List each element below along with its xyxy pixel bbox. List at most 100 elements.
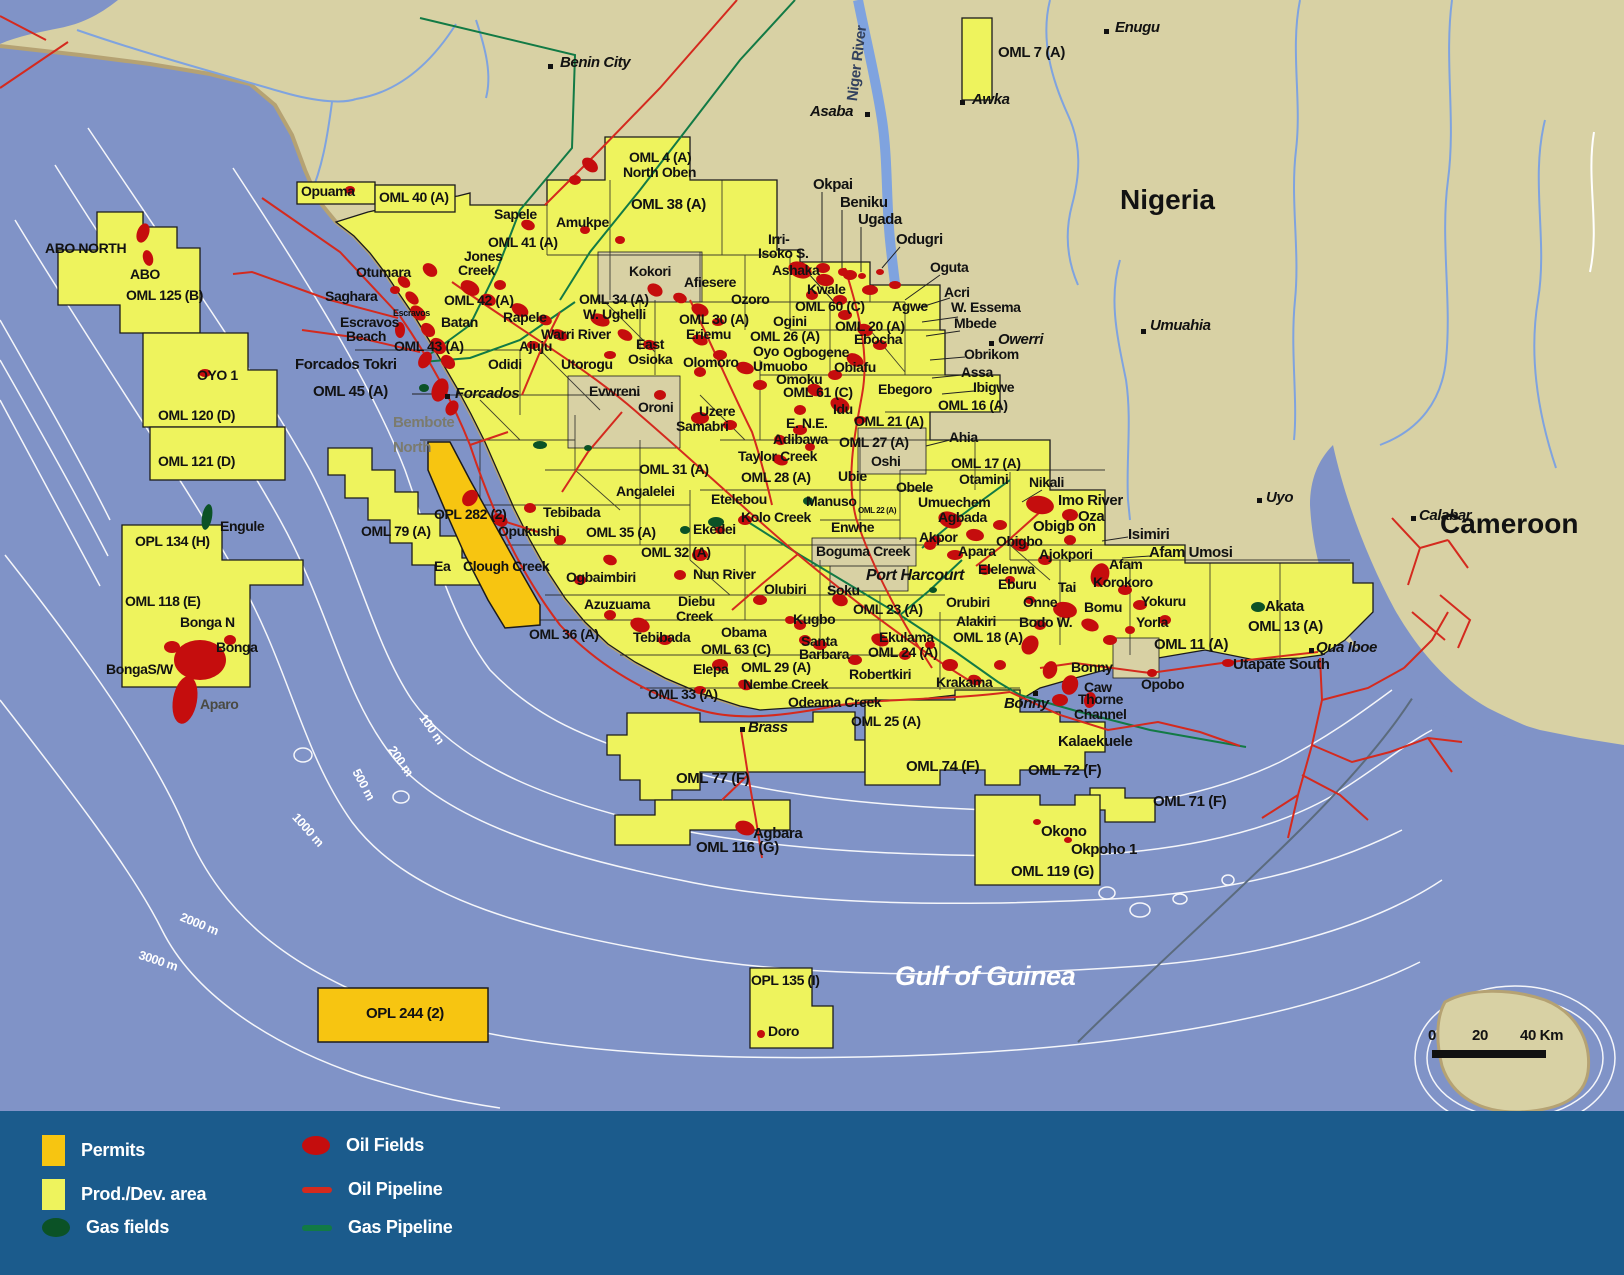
block-oml116 bbox=[614, 799, 791, 846]
oil-field bbox=[774, 434, 786, 446]
oil-field bbox=[224, 635, 236, 645]
oil-field bbox=[813, 640, 827, 650]
gas-field bbox=[584, 445, 592, 451]
oil-field bbox=[492, 513, 508, 527]
prod-dev-blocks bbox=[334, 136, 1374, 711]
oil-field bbox=[753, 595, 767, 605]
oil-field bbox=[807, 383, 823, 397]
oil-field bbox=[395, 322, 405, 338]
oil-field bbox=[630, 617, 650, 633]
oil-field bbox=[757, 1030, 765, 1038]
oil-field bbox=[1159, 615, 1171, 625]
oil-field bbox=[899, 650, 911, 660]
rivers bbox=[76, 0, 1557, 521]
oil-field bbox=[136, 223, 150, 243]
oil-field bbox=[788, 261, 812, 279]
oil-field bbox=[830, 397, 850, 413]
legend-item: Oil Pipeline bbox=[302, 1179, 443, 1200]
oil-field bbox=[805, 443, 815, 451]
oil-field bbox=[858, 273, 866, 279]
gas-field bbox=[680, 526, 690, 534]
oil-field bbox=[405, 291, 419, 305]
oil-field bbox=[552, 329, 568, 341]
block-oml77 bbox=[606, 711, 866, 801]
block-oml120 bbox=[142, 332, 278, 428]
legend-item: Prod./Dev. area bbox=[42, 1179, 207, 1210]
oil-field bbox=[1118, 585, 1132, 595]
oil-field bbox=[603, 554, 617, 566]
legend-item: Gas Pipeline bbox=[302, 1217, 453, 1238]
oil-field bbox=[994, 660, 1006, 670]
oil-field bbox=[738, 515, 752, 525]
oil-field bbox=[580, 226, 590, 234]
oil-field bbox=[420, 322, 436, 338]
oil-field bbox=[1026, 495, 1054, 515]
oil-field bbox=[723, 420, 737, 430]
oil-field bbox=[431, 378, 449, 402]
gas-field bbox=[1251, 602, 1265, 612]
oil-field bbox=[527, 341, 539, 349]
oil-field bbox=[794, 620, 806, 630]
oil-field bbox=[694, 686, 706, 694]
oil-field bbox=[673, 292, 687, 304]
oil-field bbox=[460, 280, 480, 296]
oil-field bbox=[1052, 694, 1068, 706]
oil-field bbox=[429, 337, 447, 355]
gas-field bbox=[419, 384, 429, 392]
oil-field bbox=[793, 425, 807, 435]
legend-item: Gas fields bbox=[42, 1217, 169, 1238]
oil-field bbox=[590, 313, 610, 327]
oil-field bbox=[828, 370, 842, 380]
block-opl282 bbox=[427, 441, 541, 629]
oil-field bbox=[345, 186, 355, 194]
oil-field bbox=[1025, 596, 1035, 604]
gas-field bbox=[929, 587, 937, 593]
oil-field bbox=[857, 323, 873, 337]
river-cameroon-white bbox=[1589, 131, 1595, 273]
block-opl135 bbox=[749, 967, 834, 1049]
legend-item: Oil Fields bbox=[302, 1135, 424, 1156]
block-oml119 bbox=[974, 794, 1101, 886]
oil-field bbox=[925, 641, 935, 649]
legend-item: Permits bbox=[42, 1135, 145, 1166]
oil-field bbox=[422, 263, 438, 277]
oil-field bbox=[604, 351, 616, 359]
oil-field bbox=[538, 314, 552, 326]
oil-field bbox=[838, 268, 848, 276]
oil-field bbox=[846, 353, 864, 367]
oil-field bbox=[712, 659, 728, 671]
gas-field bbox=[533, 441, 547, 449]
oil-field bbox=[838, 310, 852, 320]
oil-field bbox=[889, 281, 901, 289]
oil-field bbox=[876, 269, 884, 275]
lagoon-inlet bbox=[46, 0, 98, 19]
oil-field bbox=[172, 676, 198, 724]
oil-field bbox=[1125, 626, 1135, 634]
legend-swatch-ellipse-icon bbox=[42, 1218, 70, 1237]
oil-field bbox=[410, 305, 426, 321]
block-opuama bbox=[296, 181, 376, 205]
block-oml7 bbox=[961, 17, 993, 101]
oil-field bbox=[979, 565, 991, 575]
oil-field bbox=[713, 350, 727, 360]
oil-field bbox=[199, 369, 211, 377]
oil-field bbox=[494, 280, 506, 290]
oil-field bbox=[848, 655, 862, 665]
permit-blocks bbox=[317, 441, 541, 1043]
legend-item-label: Permits bbox=[81, 1140, 145, 1160]
offshore-blocks bbox=[57, 17, 1156, 1049]
oil-field bbox=[966, 528, 984, 542]
oil-field bbox=[832, 593, 848, 607]
oil-field bbox=[929, 536, 941, 544]
oil-field bbox=[1034, 620, 1046, 630]
oil-field bbox=[569, 175, 581, 185]
oil-field bbox=[445, 400, 459, 416]
oil-field bbox=[643, 339, 657, 351]
oil-field bbox=[1103, 635, 1117, 645]
oil-field bbox=[816, 273, 834, 287]
oil-field bbox=[1062, 509, 1078, 521]
legend-item-label: Gas Pipeline bbox=[348, 1217, 453, 1237]
oil-field bbox=[942, 659, 958, 671]
oil-field bbox=[647, 283, 663, 297]
